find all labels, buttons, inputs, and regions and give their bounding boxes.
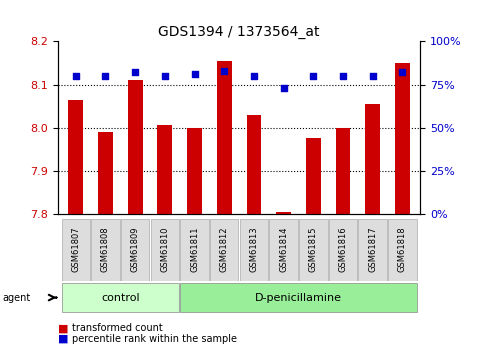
Point — [191, 71, 199, 77]
Text: GSM61816: GSM61816 — [339, 226, 347, 272]
Text: GSM61811: GSM61811 — [190, 227, 199, 272]
Text: GSM61812: GSM61812 — [220, 227, 229, 272]
FancyBboxPatch shape — [358, 219, 387, 280]
Point — [398, 70, 406, 75]
FancyBboxPatch shape — [210, 219, 239, 280]
Bar — [157, 126, 172, 214]
Point — [339, 73, 347, 79]
Text: GSM61813: GSM61813 — [249, 226, 258, 272]
FancyBboxPatch shape — [270, 219, 298, 280]
Bar — [217, 61, 232, 214]
Point — [72, 73, 80, 79]
Point — [101, 73, 109, 79]
Text: GSM61808: GSM61808 — [101, 226, 110, 272]
Bar — [336, 128, 351, 214]
Text: ■: ■ — [58, 334, 69, 344]
Text: D-penicillamine: D-penicillamine — [255, 293, 342, 303]
FancyBboxPatch shape — [299, 219, 327, 280]
Point — [161, 73, 169, 79]
FancyBboxPatch shape — [388, 219, 417, 280]
Point — [310, 73, 317, 79]
Text: GSM61807: GSM61807 — [71, 226, 80, 272]
Bar — [246, 115, 261, 214]
Title: GDS1394 / 1373564_at: GDS1394 / 1373564_at — [158, 25, 320, 39]
Point — [280, 85, 287, 91]
Text: control: control — [101, 293, 140, 303]
Bar — [98, 132, 113, 214]
Text: transformed count: transformed count — [72, 324, 163, 333]
FancyBboxPatch shape — [180, 219, 209, 280]
Text: ■: ■ — [58, 324, 69, 333]
Bar — [128, 80, 142, 214]
FancyBboxPatch shape — [240, 219, 268, 280]
Text: GSM61809: GSM61809 — [131, 227, 140, 272]
FancyBboxPatch shape — [121, 219, 149, 280]
Text: agent: agent — [2, 293, 30, 303]
Point — [369, 73, 377, 79]
Bar — [395, 63, 410, 214]
Text: GSM61815: GSM61815 — [309, 227, 318, 272]
FancyBboxPatch shape — [329, 219, 357, 280]
Bar — [276, 212, 291, 214]
Bar — [365, 104, 380, 214]
Text: GSM61810: GSM61810 — [160, 227, 170, 272]
Text: GSM61814: GSM61814 — [279, 227, 288, 272]
Point — [250, 73, 258, 79]
Text: GSM61818: GSM61818 — [398, 226, 407, 272]
Bar — [306, 138, 321, 214]
FancyBboxPatch shape — [151, 219, 179, 280]
FancyBboxPatch shape — [61, 283, 179, 312]
Point — [131, 70, 139, 75]
Text: GSM61817: GSM61817 — [368, 226, 377, 272]
Point — [220, 68, 228, 73]
FancyBboxPatch shape — [91, 219, 120, 280]
FancyBboxPatch shape — [61, 219, 90, 280]
Bar — [69, 100, 83, 214]
Text: percentile rank within the sample: percentile rank within the sample — [72, 334, 238, 344]
Bar — [187, 128, 202, 214]
FancyBboxPatch shape — [180, 283, 417, 312]
